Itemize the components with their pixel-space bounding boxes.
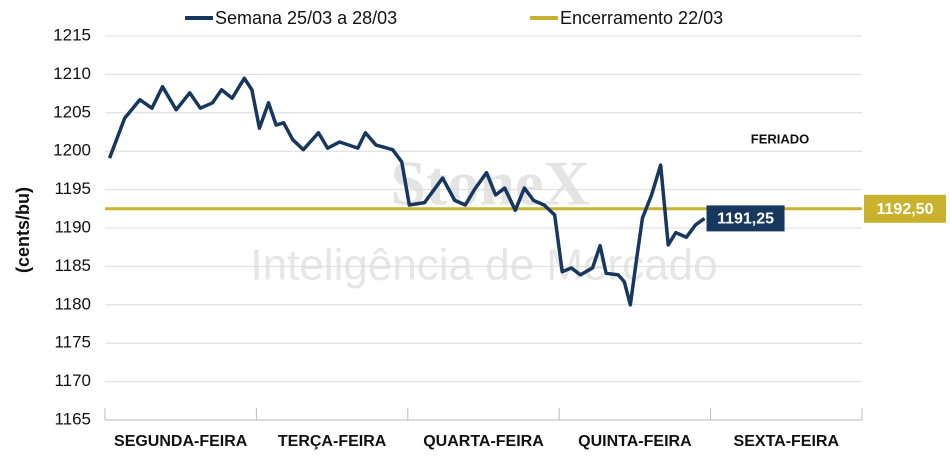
legend-label: Semana 25/03 a 28/03 (215, 8, 397, 28)
y-axis-label: (cents/bu) (13, 187, 33, 273)
y-tick-label: 1190 (54, 217, 91, 236)
reference-label-box (864, 194, 946, 223)
y-tick-label: 1195 (54, 179, 91, 198)
y-tick-label: 1185 (54, 256, 91, 275)
end-label-box (706, 205, 785, 232)
y-tick-label: 1200 (53, 141, 91, 160)
x-tick-label: QUARTA-FEIRA (423, 433, 544, 450)
series-line (107, 76, 706, 307)
legend-label: Encerramento 22/03 (560, 8, 723, 28)
y-tick-label: 1170 (54, 371, 91, 390)
x-tick-label: QUINTA-FEIRA (578, 433, 692, 450)
y-tick-label: 1205 (53, 102, 91, 121)
y-tick-label: 1180 (54, 294, 91, 313)
y-tick-label: 1175 (54, 333, 91, 352)
y-tick-label: 1215 (53, 25, 91, 44)
reference-label: 1192,50 (877, 201, 934, 218)
y-tick-label: 1165 (54, 409, 91, 428)
annotation: FERIADO (751, 131, 810, 146)
end-label: 1191,25 (717, 211, 774, 228)
x-tick-label: SEGUNDA-FEIRA (114, 433, 248, 450)
x-tick-label: SEXTA-FEIRA (734, 433, 840, 450)
x-tick-label: TERÇA-FEIRA (278, 433, 387, 450)
watermark: Inteligência de Mercado (250, 241, 717, 290)
y-tick-label: 1210 (53, 64, 91, 83)
